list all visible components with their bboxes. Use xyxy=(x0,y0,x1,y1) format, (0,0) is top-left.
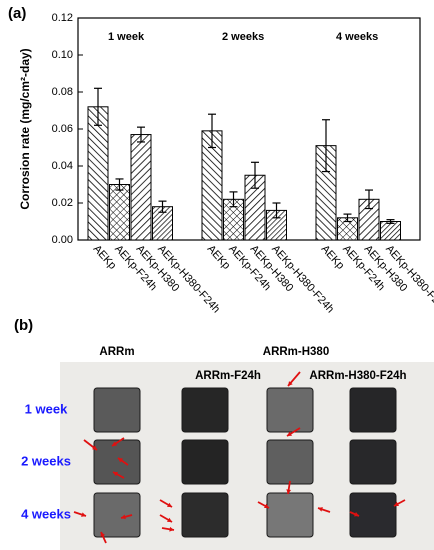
arrow-head xyxy=(318,507,323,512)
arrow-head xyxy=(92,445,97,450)
y-tick-label: 0.04 xyxy=(52,160,73,172)
group-label: 4 weeks xyxy=(336,31,378,43)
sample xyxy=(266,439,314,485)
y-tick-label: 0.02 xyxy=(52,197,73,209)
x-tick-label: AEKp xyxy=(91,243,119,272)
group-label: 1 week xyxy=(108,31,145,43)
bar xyxy=(87,106,109,241)
sample xyxy=(349,387,397,433)
column-label: ARRm-F24h xyxy=(195,370,261,382)
panel-label: (a) xyxy=(8,5,26,22)
bar xyxy=(130,134,152,241)
row-label: 1 week xyxy=(25,401,68,416)
y-tick-label: 0.00 xyxy=(52,234,73,246)
sample xyxy=(349,439,397,485)
bar xyxy=(109,184,130,241)
column-label: ARRm-H380-F24h xyxy=(309,370,406,382)
x-tick-label: AEKp xyxy=(319,243,347,272)
bar xyxy=(380,221,401,241)
arrow-head xyxy=(81,512,86,517)
y-tick-label: 0.08 xyxy=(52,86,73,98)
arrow-head xyxy=(169,526,174,532)
arrow-head xyxy=(167,517,172,522)
sample xyxy=(181,387,229,433)
sample xyxy=(93,439,141,485)
arrow-head xyxy=(264,503,269,509)
row-label: 4 weeks xyxy=(21,506,71,521)
y-tick-label: 0.12 xyxy=(52,12,73,24)
sample xyxy=(93,387,141,433)
column-label: ARRm-H380 xyxy=(263,346,329,358)
arrow-head xyxy=(288,381,293,386)
sample xyxy=(181,439,229,485)
row-label: 2 weeks xyxy=(21,453,71,468)
arrow-head xyxy=(287,431,292,436)
sample xyxy=(266,387,314,433)
arrow-head xyxy=(394,501,399,507)
column-label: ARRm xyxy=(99,346,134,358)
sample xyxy=(266,492,314,538)
group-label: 2 weeks xyxy=(222,31,264,43)
x-tick-label: AEKp xyxy=(205,243,233,272)
y-tick-label: 0.10 xyxy=(52,49,73,61)
arrow-head xyxy=(112,441,117,446)
arrow-head xyxy=(167,502,172,507)
arrow-head xyxy=(113,471,118,477)
plot: 0.00 0.02 0.04 0.06 0.08 0.10 0.12 1 week AEKp AE… xyxy=(52,12,434,316)
sample xyxy=(349,492,397,538)
panel-label: (b) xyxy=(14,317,33,334)
arrow-head xyxy=(354,512,359,517)
arrow-head xyxy=(100,532,105,537)
arrow-head xyxy=(286,489,292,494)
sample xyxy=(93,492,141,538)
sample xyxy=(181,492,229,538)
y-axis-label: Corrosion rate (mg/cm²-day) xyxy=(18,48,32,209)
y-tick-label: 0.06 xyxy=(52,123,73,135)
arrow-head xyxy=(121,514,126,520)
arrow-head xyxy=(118,458,123,463)
